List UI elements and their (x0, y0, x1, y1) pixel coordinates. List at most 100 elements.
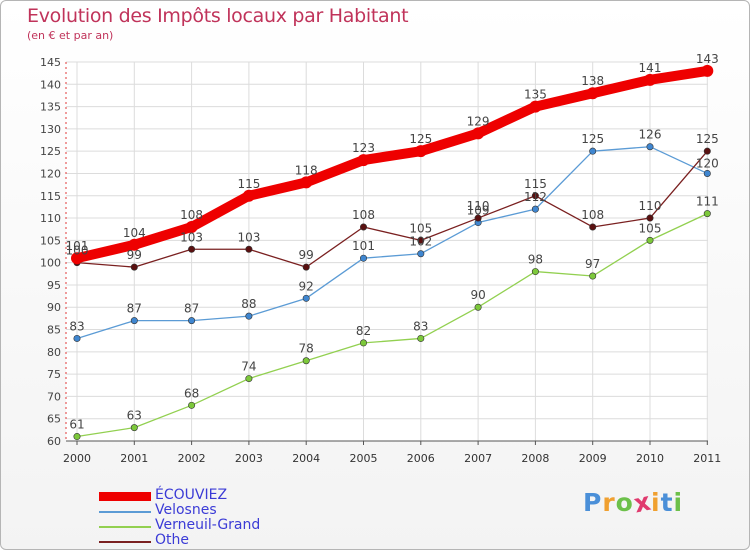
data-point (417, 236, 425, 244)
series-line--couviez (72, 65, 713, 264)
grid-lines (66, 61, 708, 442)
data-point (589, 272, 597, 280)
data-label: 83 (69, 319, 84, 333)
data-label: 92 (299, 279, 314, 293)
data-label: 103 (180, 230, 203, 244)
chart-title: Evolution des Impôts locaux par Habitant (27, 5, 409, 27)
data-point (71, 252, 83, 265)
legend-item: ÉCOUVIEZ (99, 487, 319, 504)
data-point (245, 375, 253, 383)
y-tick-label: 65 (47, 413, 61, 426)
data-point (646, 143, 654, 151)
data-point (188, 317, 196, 325)
legend-item: Verneuil-Grand (99, 517, 319, 534)
data-point (414, 145, 427, 158)
data-label: 135 (524, 88, 547, 102)
x-tick-label: 2005 (350, 452, 378, 465)
chart-subtitle: (en € et par an) (27, 29, 114, 42)
data-point (531, 268, 539, 276)
data-label: 108 (352, 208, 375, 222)
data-label: 138 (581, 74, 604, 88)
y-tick-label: 60 (47, 435, 61, 448)
data-label: 90 (470, 288, 485, 302)
data-label: 110 (639, 199, 662, 213)
y-tick-label: 90 (47, 301, 61, 314)
legend-label: ÉCOUVIEZ (155, 487, 228, 503)
series-lines (71, 64, 714, 441)
data-label: 101 (66, 239, 89, 253)
y-tick-label: 85 (47, 324, 61, 337)
x-tick-label: 2000 (63, 452, 91, 465)
data-point (300, 176, 313, 189)
data-point (302, 294, 310, 302)
axes: 60 65 70 75 80 85 90 95 100 105 110 115 120 125 130 135… (40, 56, 721, 465)
logo-letter: P (583, 488, 603, 517)
y-tick-label: 75 (47, 368, 61, 381)
series-line-othe (76, 150, 708, 268)
data-label: 111 (696, 195, 719, 209)
y-tick-label: 125 (40, 145, 61, 158)
data-label: 98 (528, 253, 543, 267)
data-point (130, 263, 138, 271)
y-tick-label: 145 (40, 56, 61, 69)
data-point (188, 401, 196, 409)
data-label: 105 (409, 221, 432, 235)
x-tick-label: 2003 (235, 452, 263, 465)
data-point (703, 169, 711, 177)
x-tick-label: 2011 (693, 452, 721, 465)
data-label: 115 (237, 177, 260, 191)
data-point (417, 334, 425, 342)
data-point (73, 334, 81, 342)
data-point (188, 245, 196, 253)
data-label: 110 (467, 199, 490, 213)
data-label: 115 (524, 177, 547, 191)
x-tick-label: 2007 (464, 452, 492, 465)
data-label: 108 (581, 208, 604, 222)
data-point (357, 154, 370, 167)
logo-letter: i (673, 488, 684, 517)
legend-label: Velosnes (155, 502, 217, 518)
data-point (703, 147, 711, 155)
data-point (589, 147, 597, 155)
data-point (130, 424, 138, 432)
legend-label: Verneuil-Grand (155, 517, 261, 533)
data-point (245, 245, 253, 253)
y-tick-label: 135 (40, 101, 61, 114)
data-label: 108 (180, 208, 203, 222)
data-label: 102 (409, 235, 432, 249)
data-label: 105 (639, 221, 662, 235)
y-tick-label: 130 (40, 123, 61, 136)
x-tick-label: 2001 (120, 452, 148, 465)
data-point (531, 192, 539, 200)
data-label: 68 (184, 386, 199, 400)
series-line-velosnes (76, 146, 708, 340)
x-tick-label: 2004 (292, 452, 320, 465)
y-tick-label: 105 (40, 234, 61, 247)
data-label: 83 (413, 319, 428, 333)
data-point (417, 250, 425, 258)
data-point (359, 254, 367, 262)
data-label: 141 (639, 61, 662, 75)
data-point (245, 312, 253, 320)
y-tick-label: 100 (40, 257, 61, 270)
data-point (644, 73, 656, 86)
data-label: 87 (184, 302, 199, 316)
data-point (302, 263, 310, 271)
data-label: 88 (241, 297, 256, 311)
legend-swatch (99, 526, 151, 528)
data-point (703, 210, 711, 218)
data-label: 143 (696, 52, 719, 66)
data-label: 125 (696, 132, 719, 146)
data-label: 123 (352, 141, 375, 155)
data-label: 97 (585, 257, 600, 271)
data-label: 125 (409, 132, 432, 146)
data-label: 82 (356, 324, 371, 338)
data-label: 101 (352, 239, 375, 253)
data-point (586, 87, 599, 100)
logo-letter: r (602, 488, 616, 517)
legend-swatch (99, 541, 151, 543)
data-label: 61 (69, 418, 84, 432)
x-tick-label: 2008 (521, 452, 549, 465)
